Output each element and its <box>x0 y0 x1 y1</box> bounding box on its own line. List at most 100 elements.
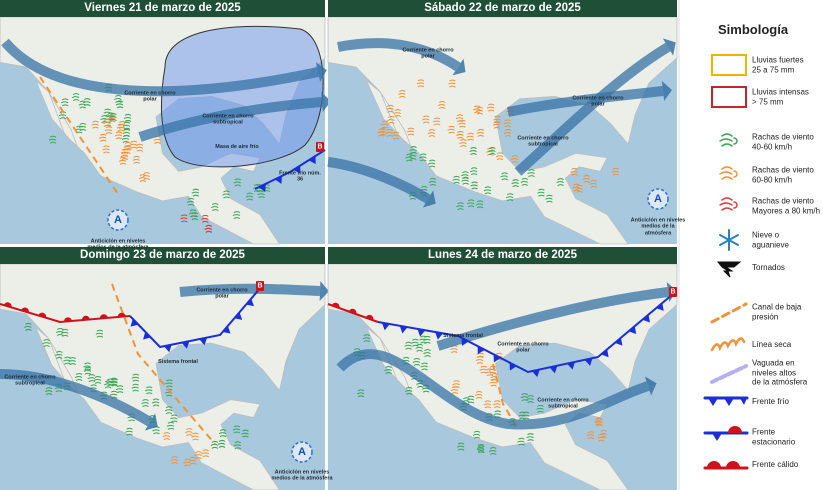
jet-arrowhead <box>644 376 657 396</box>
wind-icon <box>241 429 249 438</box>
low-label: B <box>670 288 676 296</box>
jet-stream <box>0 369 153 427</box>
front <box>327 303 379 323</box>
map-label: Corriente en chorro polar <box>402 47 454 60</box>
front-semicircle <box>348 308 357 315</box>
wind-icon <box>493 115 501 124</box>
front-triangle <box>642 314 650 323</box>
wind-icon <box>165 379 173 388</box>
wind-icon <box>448 79 456 88</box>
wind-icon <box>118 120 126 129</box>
wind-icon <box>505 193 514 202</box>
front-triangle <box>601 349 609 358</box>
wind-icon <box>415 343 423 352</box>
wind-icon <box>74 373 83 381</box>
jet-arrowhead <box>315 62 327 82</box>
wind-icon <box>93 375 102 384</box>
wind-icon <box>384 366 392 374</box>
map-label: Corriente en chorro polar <box>196 287 248 300</box>
wind-icon <box>378 127 386 136</box>
overlays <box>1 25 331 233</box>
wind-icon <box>582 174 590 183</box>
wind-icon <box>518 411 526 420</box>
wind-icon <box>470 181 478 190</box>
wind-icon <box>586 431 595 440</box>
front-semicircle <box>21 307 29 313</box>
legend-entry: Nieve o aguanieve <box>752 230 789 249</box>
map-label: Corriente en chorro subtropical <box>517 135 569 148</box>
front-triangle <box>628 326 637 335</box>
jet-arrowhead <box>321 92 331 112</box>
wind-icon <box>456 130 464 139</box>
front-triangle <box>143 331 151 340</box>
wind-icon <box>537 188 545 197</box>
wind-icon <box>575 184 583 193</box>
wind-icon <box>483 400 492 409</box>
front-semicircle <box>3 302 12 308</box>
wind-icon <box>556 178 564 187</box>
wind-icon <box>595 418 603 427</box>
wind-icon <box>466 199 475 208</box>
legend-entry: Rachas de viento 60-80 km/h <box>752 165 814 184</box>
wind-icon <box>432 117 441 126</box>
wind-icon <box>141 399 149 408</box>
wind-icon <box>55 350 63 359</box>
panel-header <box>0 0 325 17</box>
wind-icon <box>452 175 460 184</box>
low-pressure <box>669 287 677 297</box>
anticyclone <box>291 441 313 463</box>
wind-icon <box>398 89 406 98</box>
map-panel <box>328 0 677 244</box>
low-label: B <box>257 282 263 290</box>
wind-icon <box>416 79 425 88</box>
jet-stream <box>514 42 671 176</box>
wind-icon <box>362 334 371 343</box>
wind-icon <box>204 225 213 233</box>
legend-entry: Canal de baja presión <box>752 302 802 321</box>
front-triangle <box>199 337 208 346</box>
wind-icon <box>60 328 69 337</box>
wind-icon <box>125 427 133 436</box>
front-triangle <box>234 312 243 320</box>
front-triangle <box>584 358 593 366</box>
wind-icon <box>427 129 436 138</box>
wind-icon <box>510 155 519 164</box>
map-label: Anticiclón en niveles medios de la atmós… <box>87 238 149 251</box>
front-triangle <box>509 362 517 371</box>
front-semicircle <box>38 312 47 318</box>
wind-icon <box>594 417 602 426</box>
legend-icons <box>703 54 749 470</box>
wind-icon <box>217 439 226 448</box>
legend-entry: Tornados <box>752 263 785 273</box>
legend-entry: Lluvias intensas > 75 mm <box>752 87 809 106</box>
wind-icon <box>222 190 230 199</box>
front <box>129 285 263 349</box>
wind-icon <box>419 153 427 162</box>
map-label: Corriente en chorro polar <box>572 95 624 108</box>
wind-icon <box>447 125 455 134</box>
wind-icon <box>183 458 191 467</box>
front-triangle <box>461 337 469 346</box>
wind-icon <box>138 174 147 183</box>
wind-icon <box>109 113 117 121</box>
wind-icon <box>589 179 598 188</box>
wind-icon <box>102 145 110 154</box>
wind-icon <box>492 120 501 129</box>
jet-stream <box>337 38 461 72</box>
wind-icon <box>87 374 96 383</box>
panel-title: Lunes 24 de marzo de 2025 <box>428 249 577 261</box>
wind-icon <box>479 365 487 374</box>
map-label: Corriente en chorro polar <box>124 90 176 103</box>
map-label: Masa de aire frío <box>215 143 259 150</box>
wind-icon <box>118 156 127 165</box>
low-pressure-trough <box>111 283 216 445</box>
wind-icon <box>570 167 578 176</box>
front-triangle <box>567 361 575 370</box>
wind-icon <box>190 212 199 221</box>
wind-icon <box>428 178 437 186</box>
jet-arrowhead <box>662 38 676 56</box>
wind-icon <box>545 194 553 203</box>
wind-icon <box>517 437 525 446</box>
